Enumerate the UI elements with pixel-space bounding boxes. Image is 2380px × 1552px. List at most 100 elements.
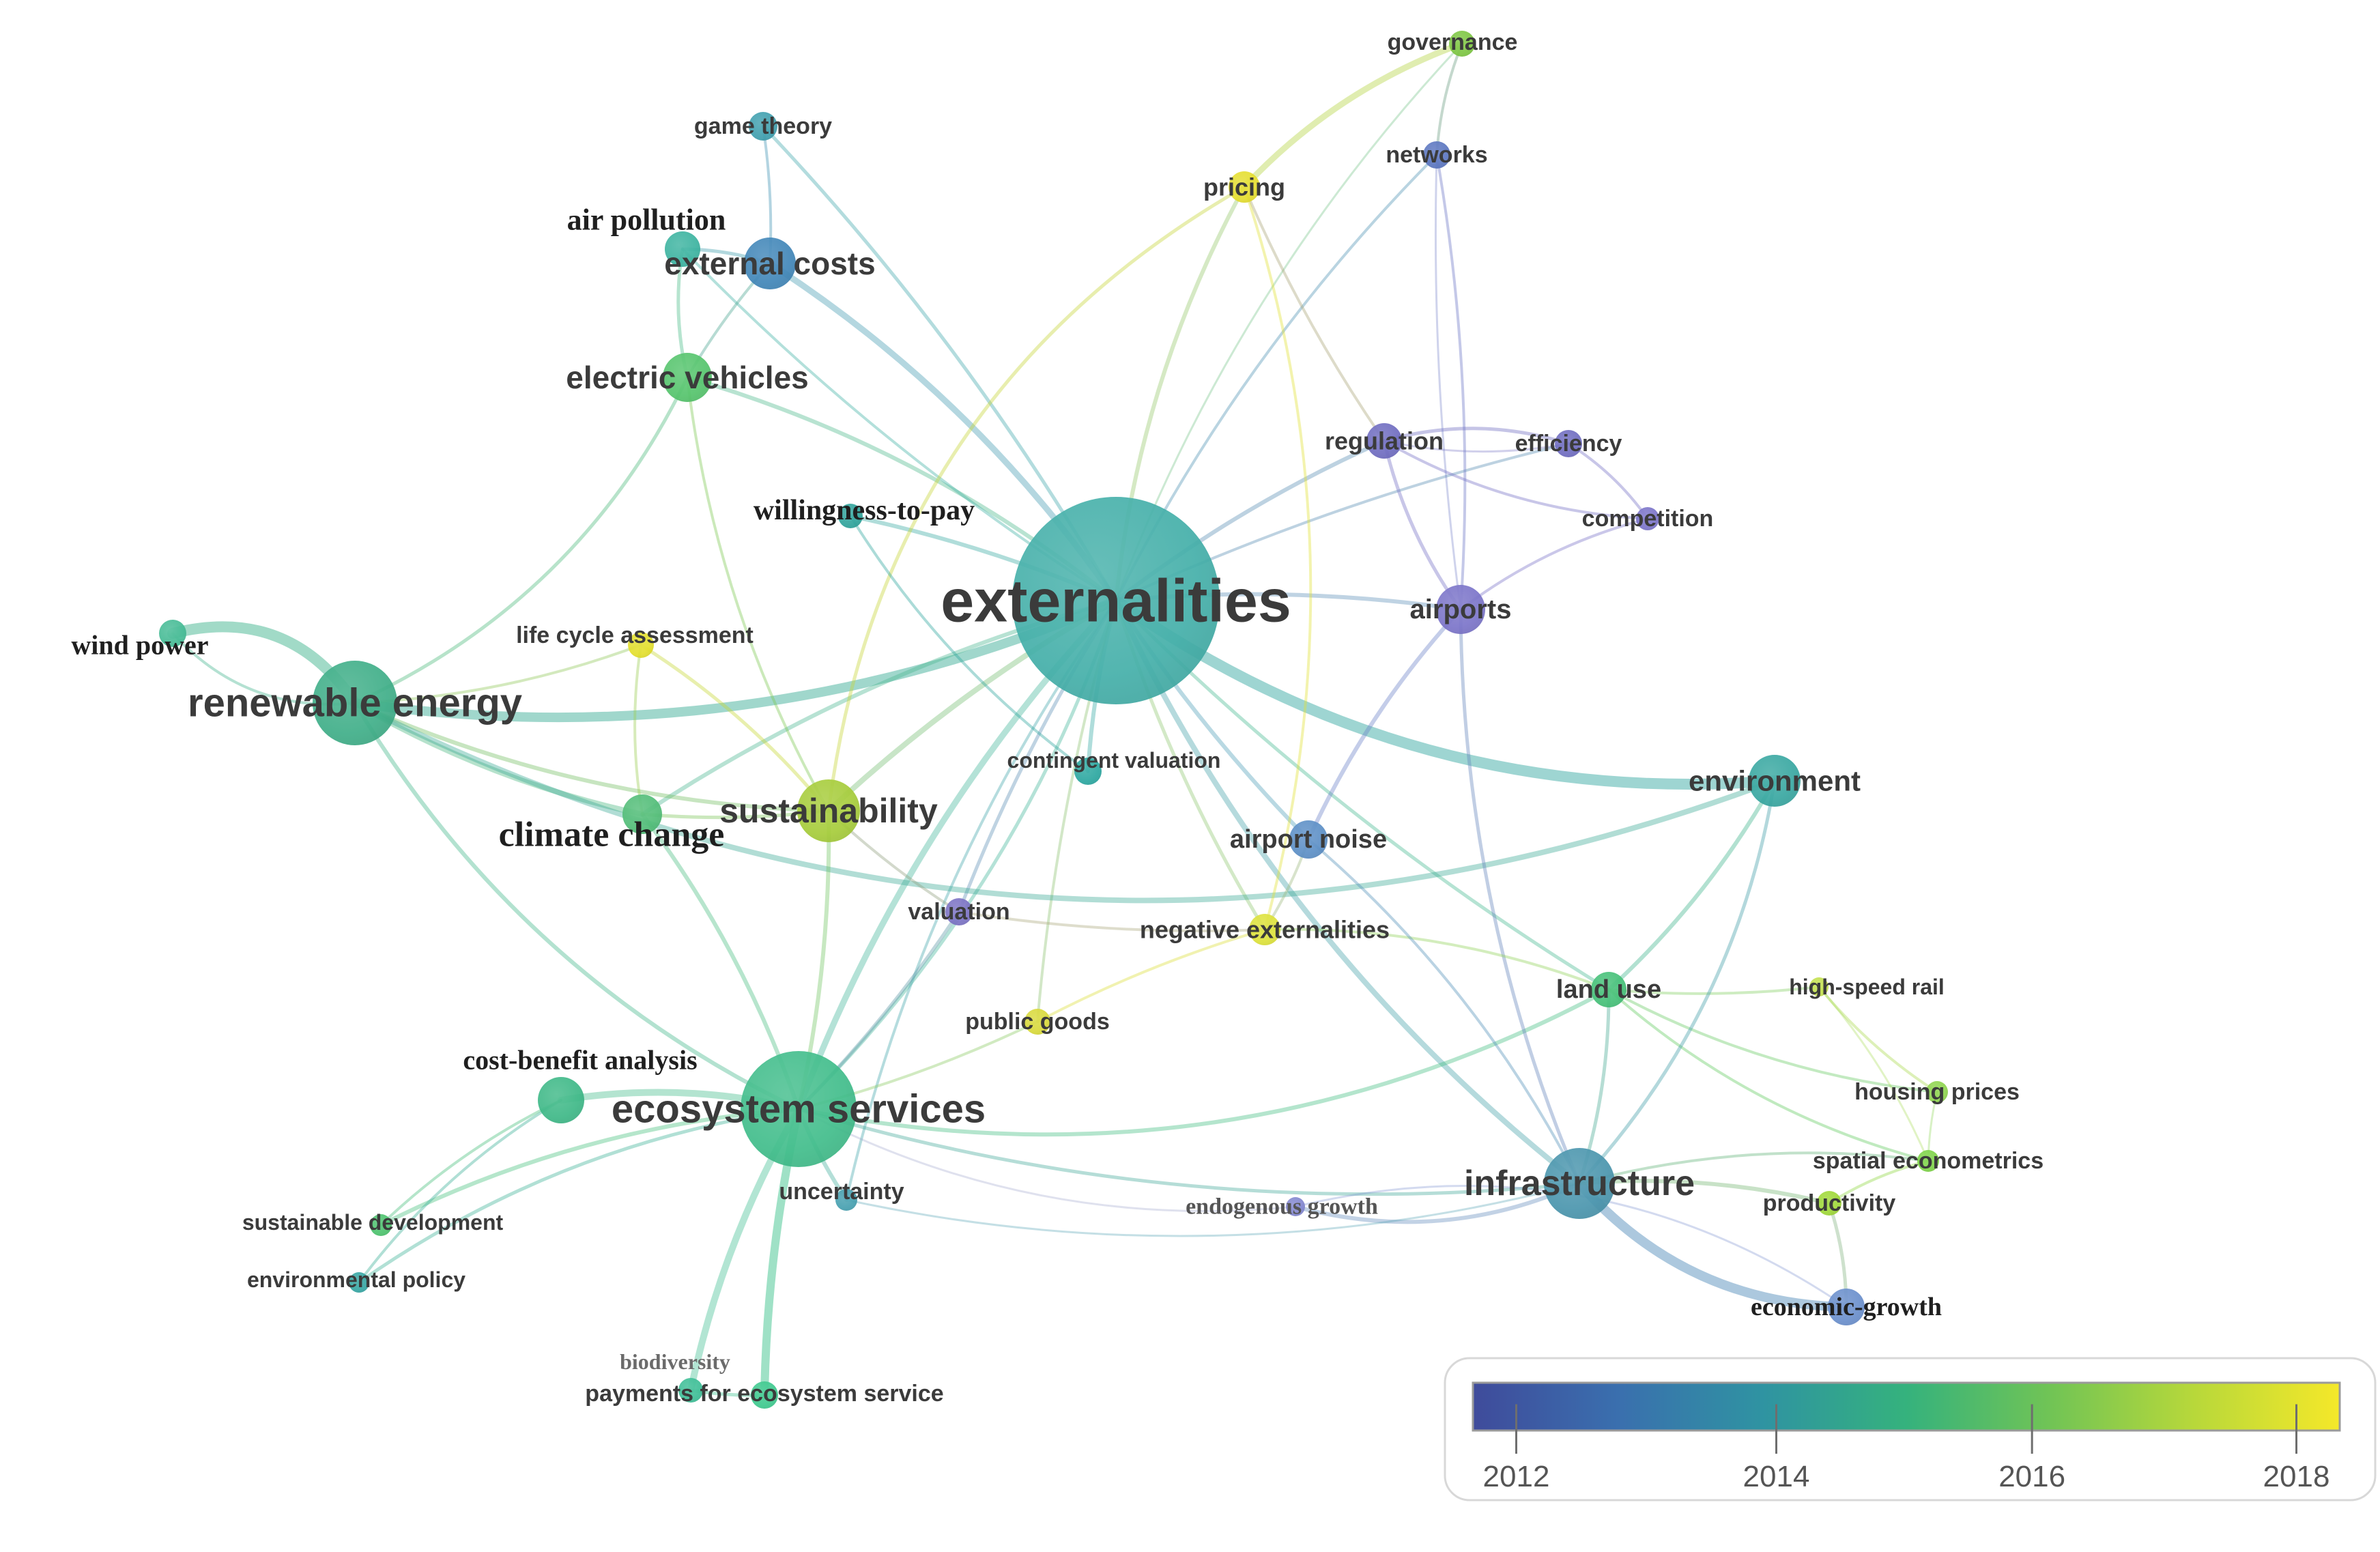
edge-renewable-energy--electric-vehicles [353, 375, 689, 705]
node-spatial-econometrics[interactable] [1917, 1150, 1939, 1172]
edge-renewable-energy--ecosystem-services [353, 701, 801, 1111]
node-air-pollution[interactable] [665, 231, 700, 267]
node-high-speed-rail[interactable] [1809, 977, 1829, 996]
edge-cost-benefit-analysis--sustainable-development [379, 1099, 562, 1226]
label-infrastructure: infrastructure [1464, 1164, 1695, 1203]
edge-negative-externalities--land-use [1263, 928, 1610, 991]
node-competition[interactable] [1636, 507, 1659, 530]
label-life-cycle-assessment: life cycle assessment [516, 622, 754, 648]
node-willingness-to-pay[interactable] [838, 504, 863, 528]
node-external-costs[interactable] [744, 238, 796, 289]
label-sustainable-development: sustainable development [242, 1210, 504, 1235]
node-life-cycle-assessment[interactable] [628, 632, 654, 658]
edge-airports--infrastructure [1459, 607, 1581, 1185]
node-externalities[interactable] [1012, 497, 1220, 704]
edge-infrastructure--spatial-econometrics [1578, 1151, 1930, 1185]
edge-renewable-energy--climate-change [352, 700, 645, 817]
label-spatial-econometrics: spatial econometrics [1813, 1148, 2044, 1174]
edge-networks--governance [1435, 42, 1463, 156]
node-negative-externalities[interactable] [1249, 914, 1280, 945]
edge-land-use--high-speed-rail [1607, 986, 1820, 995]
node-cost-benefit-analysis[interactable] [538, 1077, 584, 1123]
legend-tick-label-2018: 2018 [2263, 1460, 2330, 1493]
label-sustainability: sustainability [719, 792, 938, 830]
node-economic-growth[interactable] [1828, 1289, 1865, 1325]
label-willingness-to-pay: willingness-to-pay [754, 495, 975, 526]
edge-infrastructure--endogenous-growth [1293, 1181, 1581, 1224]
node-environmental-policy[interactable] [349, 1272, 369, 1293]
node-productivity[interactable] [1817, 1191, 1841, 1216]
node-ecosystem-services[interactable] [741, 1051, 857, 1167]
label-environmental-policy: environmental policy [247, 1267, 465, 1292]
node-land-use[interactable] [1591, 972, 1626, 1007]
label-payments-for-ecosystem-service: payments for ecosystem service [585, 1381, 943, 1407]
edge-ecosystem-services--sustainable-development [379, 1107, 801, 1227]
node-environment[interactable] [1749, 755, 1801, 807]
node-airports[interactable] [1436, 585, 1485, 634]
legend-gradient-bar [1472, 1381, 2341, 1432]
node-regulation[interactable] [1366, 423, 1402, 459]
node-pricing[interactable] [1229, 171, 1260, 203]
edge-uncertainty--infrastructure [845, 1182, 1581, 1237]
node-climate-change[interactable] [622, 794, 662, 834]
label-valuation: valuation [908, 899, 1009, 925]
edge-land-use--spatial-econometrics [1607, 988, 1930, 1162]
label-networks: networks [1386, 142, 1487, 168]
node-valuation[interactable] [945, 898, 973, 925]
label-airports: airports [1410, 594, 1512, 624]
edge-airports--networks [1435, 154, 1467, 611]
node-sustainability[interactable] [797, 779, 860, 842]
label-negative-externalities: negative externalities [1140, 916, 1390, 944]
edge-regulation--airports [1382, 439, 1463, 612]
label-governance: governance [1388, 29, 1518, 55]
edge-life-cycle-assessment--sustainability [639, 643, 831, 813]
label-regulation: regulation [1325, 427, 1444, 455]
label-uncertainty: uncertainty [779, 1179, 904, 1205]
legend-tick-label-2012: 2012 [1483, 1460, 1550, 1493]
edge-cost-benefit-analysis--environmental-policy [358, 1099, 562, 1284]
label-climate-change: climate change [499, 816, 725, 854]
edge-regulation--efficiency [1382, 427, 1571, 446]
node-electric-vehicles[interactable] [663, 353, 712, 402]
edge-airports--networks [1434, 154, 1462, 611]
nodes-layer [159, 31, 1948, 1409]
node-wind-power[interactable] [159, 620, 186, 647]
label-competition: competition [1582, 506, 1714, 532]
node-efficiency[interactable] [1555, 430, 1582, 457]
node-networks[interactable] [1423, 141, 1450, 169]
label-renewable-energy: renewable energy [188, 681, 522, 725]
node-biodiversity[interactable] [678, 1378, 703, 1403]
label-public-goods: public goods [965, 1009, 1110, 1035]
node-public-goods[interactable] [1024, 1009, 1050, 1035]
legend-tick-label-2016: 2016 [1998, 1460, 2065, 1493]
edge-renewable-energy--sustainability [353, 701, 831, 813]
node-infrastructure[interactable] [1544, 1148, 1615, 1219]
node-governance[interactable] [1449, 31, 1475, 57]
node-endogenous-growth[interactable] [1286, 1197, 1305, 1216]
node-uncertainty[interactable] [835, 1189, 857, 1211]
label-efficiency: efficiency [1515, 431, 1622, 457]
node-housing-prices[interactable] [1926, 1081, 1948, 1103]
node-renewable-energy[interactable] [313, 661, 397, 745]
edge-valuation--negative-externalities [958, 910, 1266, 932]
node-payments-for-ecosystem-service[interactable] [751, 1381, 778, 1409]
node-contingent-valuation[interactable] [1074, 758, 1102, 785]
label-external-costs: external costs [664, 246, 875, 281]
node-game-theory[interactable] [749, 112, 777, 141]
label-pricing: pricing [1203, 173, 1285, 201]
label-endogenous-growth: endogenous growth [1186, 1194, 1378, 1220]
edge-life-cycle-assessment--climate-change [633, 644, 644, 816]
label-airport-noise: airport noise [1230, 825, 1387, 854]
edge-regulation--efficiency [1383, 440, 1570, 453]
edge-airports--airport-noise [1306, 607, 1463, 842]
edge-regulation--pricing [1243, 186, 1386, 442]
node-sustainable-development[interactable] [370, 1214, 392, 1236]
node-airport-noise[interactable] [1289, 820, 1328, 859]
edge-renewable-energy--environment [352, 700, 1777, 904]
edge-regulation--competition [1383, 440, 1649, 520]
edge-infrastructure--economic-growth [1575, 1179, 1851, 1312]
label-productivity: productivity [1763, 1190, 1896, 1216]
label-electric-vehicles: electric vehicles [566, 360, 808, 395]
